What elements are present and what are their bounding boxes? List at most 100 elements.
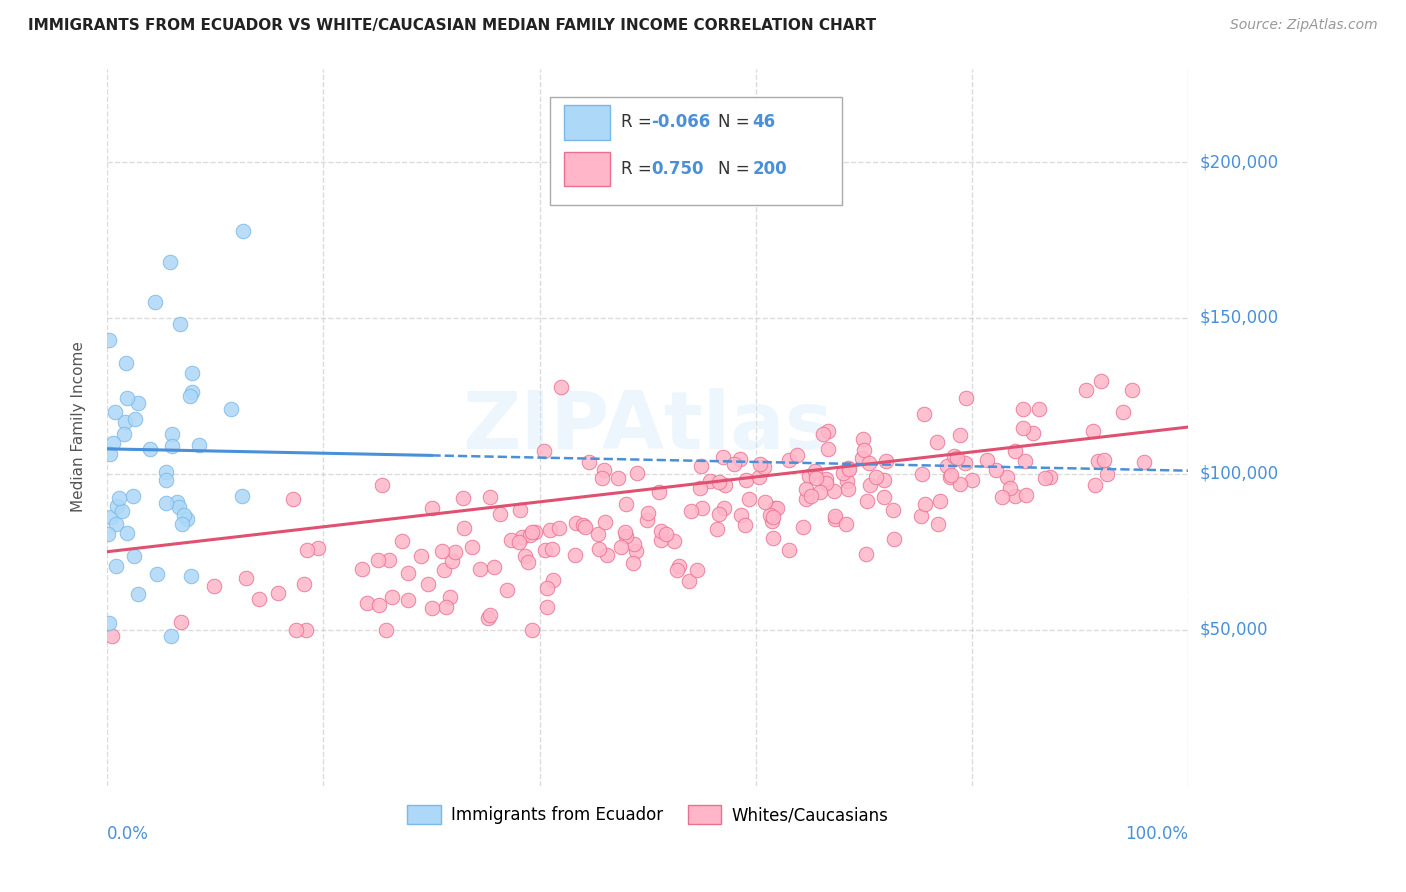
Point — [439, 591, 461, 605]
Point — [875, 454, 897, 468]
Point — [509, 503, 531, 517]
Point — [124, 412, 146, 426]
Point — [976, 453, 998, 467]
Point — [738, 492, 761, 507]
Point — [873, 473, 896, 487]
Point — [1011, 421, 1033, 435]
Point — [735, 473, 758, 487]
Point — [730, 508, 752, 522]
Point — [180, 384, 202, 399]
Point — [883, 533, 905, 547]
Point — [162, 439, 184, 453]
Point — [1033, 471, 1056, 485]
Point — [374, 623, 396, 637]
Point — [98, 447, 121, 461]
Point — [766, 500, 789, 515]
Point — [124, 549, 146, 564]
Point — [817, 442, 839, 456]
Point — [593, 463, 616, 477]
Text: -0.066: -0.066 — [651, 113, 710, 131]
Point — [851, 450, 873, 465]
Point — [808, 485, 831, 500]
Text: R =: R = — [620, 113, 657, 131]
Point — [1092, 452, 1115, 467]
Point — [127, 587, 149, 601]
Point — [824, 508, 846, 523]
Point — [420, 601, 443, 615]
Point — [170, 615, 193, 629]
Text: $200,000: $200,000 — [1199, 153, 1278, 171]
Point — [754, 494, 776, 508]
Point — [713, 478, 735, 492]
Point — [699, 475, 721, 489]
Point — [104, 405, 127, 419]
Point — [1028, 402, 1050, 417]
Point — [800, 489, 823, 503]
Point — [949, 476, 972, 491]
Point — [352, 562, 374, 576]
Point — [939, 469, 962, 483]
Point — [799, 468, 821, 483]
Point — [478, 490, 501, 504]
Point — [143, 295, 166, 310]
Point — [378, 553, 401, 567]
Point — [1011, 401, 1033, 416]
Point — [748, 457, 770, 471]
Point — [927, 517, 949, 532]
Point — [489, 507, 512, 521]
Point — [219, 401, 242, 416]
Y-axis label: Median Family Income: Median Family Income — [72, 342, 86, 513]
Point — [616, 497, 638, 511]
Point — [434, 599, 457, 614]
Point — [690, 459, 713, 474]
Point — [995, 470, 1018, 484]
Point — [433, 563, 456, 577]
Point — [762, 531, 785, 545]
Point — [97, 527, 120, 541]
Point — [496, 582, 519, 597]
Point — [709, 507, 731, 521]
Point — [824, 512, 846, 526]
Point — [762, 509, 785, 524]
Point — [285, 623, 308, 637]
Point — [855, 494, 877, 508]
Text: IMMIGRANTS FROM ECUADOR VS WHITE/CAUCASIAN MEDIAN FAMILY INCOME CORRELATION CHAR: IMMIGRANTS FROM ECUADOR VS WHITE/CAUCASI… — [28, 18, 876, 33]
Point — [837, 460, 859, 475]
Point — [108, 491, 131, 506]
Point — [778, 542, 800, 557]
Point — [127, 396, 149, 410]
Point — [655, 526, 678, 541]
Point — [591, 471, 613, 485]
Point — [179, 389, 201, 403]
Point — [371, 478, 394, 492]
Text: 46: 46 — [752, 113, 776, 131]
Point — [536, 581, 558, 595]
Point — [139, 442, 162, 456]
Point — [416, 577, 439, 591]
Point — [803, 464, 825, 478]
Point — [942, 450, 965, 464]
Point — [610, 540, 633, 554]
Point — [235, 571, 257, 585]
Point — [794, 491, 817, 506]
Point — [853, 442, 876, 457]
Point — [176, 512, 198, 526]
Point — [804, 471, 827, 485]
Point — [946, 450, 969, 465]
Text: ZIPAtlas: ZIPAtlas — [463, 388, 832, 466]
Point — [852, 432, 875, 446]
Point — [596, 548, 619, 562]
Text: $100,000: $100,000 — [1199, 465, 1278, 483]
Point — [647, 485, 669, 500]
Point — [105, 517, 128, 532]
Text: 0.0%: 0.0% — [107, 825, 149, 843]
Point — [713, 501, 735, 516]
Point — [761, 514, 783, 528]
Point — [159, 255, 181, 269]
Point — [114, 427, 136, 442]
Point — [430, 544, 453, 558]
Point — [155, 465, 177, 479]
FancyBboxPatch shape — [564, 105, 610, 139]
Point — [626, 466, 648, 480]
Point — [636, 513, 658, 527]
